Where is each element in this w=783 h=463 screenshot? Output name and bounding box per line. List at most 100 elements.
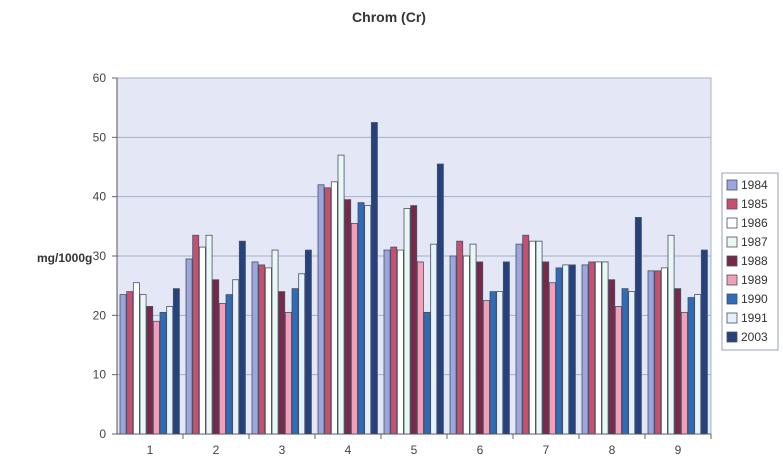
bar-1990-cat-7 (555, 267, 563, 435)
x-tick-label: 1 (147, 443, 154, 457)
legend-label-1985: 1985 (741, 197, 768, 211)
bar-1989-cat-2 (218, 303, 226, 435)
bar-1985-cat-3 (258, 264, 266, 435)
legend-swatch-2003 (726, 331, 738, 343)
bar-2003-cat-1 (172, 288, 180, 435)
y-tick-label: 60 (93, 71, 107, 85)
bar-1987-cat-8 (601, 261, 609, 435)
bar-2003-cat-9 (700, 249, 708, 435)
bar-1988-cat-5 (410, 205, 418, 435)
bar-1985-cat-1 (126, 291, 134, 435)
bar-1990-cat-4 (357, 202, 365, 435)
bar-1989-cat-9 (680, 311, 688, 435)
x-tick-label: 8 (609, 443, 616, 457)
bar-2003-cat-4 (370, 122, 378, 435)
x-tick-label: 2 (213, 443, 220, 457)
bar-1987-cat-9 (667, 234, 675, 435)
y-tick-label: 20 (93, 308, 107, 322)
bar-2003-cat-3 (304, 249, 312, 435)
bar-1989-cat-3 (284, 311, 292, 435)
bar-1990-cat-3 (291, 288, 299, 435)
bar-1985-cat-9 (654, 270, 662, 435)
bar-2003-cat-2 (238, 240, 246, 435)
legend-label-2003: 2003 (741, 330, 768, 344)
bar-1986-cat-8 (594, 261, 602, 435)
bar-1987-cat-6 (469, 243, 477, 435)
x-tick-label: 5 (411, 443, 418, 457)
y-tick-label: 0 (99, 427, 106, 441)
bar-1986-cat-5 (396, 249, 404, 435)
bar-1991-cat-1 (166, 306, 174, 435)
bar-1984-cat-6 (449, 255, 457, 435)
bar-1988-cat-8 (608, 279, 616, 435)
bar-1988-cat-6 (476, 261, 484, 435)
y-tick-label: 50 (93, 130, 107, 144)
bar-1984-cat-9 (647, 270, 655, 435)
bar-2003-cat-5 (436, 163, 444, 435)
bar-1991-cat-5 (430, 243, 438, 435)
bar-1986-cat-3 (264, 267, 272, 435)
bar-1991-cat-7 (562, 264, 570, 435)
x-tick-label: 4 (345, 443, 352, 457)
bar-1989-cat-6 (482, 300, 490, 435)
bar-1990-cat-8 (621, 288, 629, 435)
y-axis-label: mg/1000g (37, 251, 92, 265)
bar-1989-cat-1 (152, 320, 160, 435)
bar-1991-cat-3 (298, 273, 306, 435)
bar-1991-cat-9 (694, 294, 702, 435)
bar-1988-cat-7 (542, 261, 550, 435)
bar-1989-cat-7 (548, 282, 556, 435)
legend-swatch-1988 (726, 255, 738, 267)
bar-1987-cat-2 (205, 234, 213, 435)
x-tick-label: 7 (543, 443, 550, 457)
bar-1987-cat-5 (403, 208, 411, 435)
legend-swatch-1989 (726, 274, 738, 286)
bar-1984-cat-8 (581, 264, 589, 435)
bar-1986-cat-4 (330, 181, 338, 435)
bar-1986-cat-1 (132, 282, 140, 435)
y-tick-label: 10 (93, 368, 107, 382)
chart-title: Chrom (Cr) (352, 9, 426, 25)
bar-2003-cat-7 (568, 264, 576, 435)
legend-swatch-1986 (726, 217, 738, 229)
bar-1989-cat-5 (416, 261, 424, 435)
bar-1987-cat-1 (139, 294, 147, 435)
bar-1991-cat-6 (496, 291, 504, 435)
bar-1986-cat-9 (660, 267, 668, 435)
bar-1990-cat-2 (225, 294, 233, 435)
bar-1989-cat-4 (350, 222, 358, 435)
legend-swatch-1990 (726, 293, 738, 305)
bar-1986-cat-7 (528, 240, 536, 435)
bar-1988-cat-9 (674, 288, 682, 435)
bar-1988-cat-3 (278, 291, 286, 435)
bar-1989-cat-8 (614, 306, 622, 435)
x-tick-label: 6 (477, 443, 484, 457)
legend-label-1986: 1986 (741, 216, 768, 230)
bar-1990-cat-1 (159, 311, 167, 435)
bar-1987-cat-4 (337, 154, 345, 435)
bar-1991-cat-8 (628, 291, 636, 435)
bar-1985-cat-6 (456, 240, 464, 435)
bar-1984-cat-1 (119, 294, 127, 435)
bar-1988-cat-1 (146, 306, 154, 435)
bar-1990-cat-6 (489, 291, 497, 435)
bar-1985-cat-4 (324, 187, 332, 435)
bar-1991-cat-2 (232, 279, 240, 435)
bar-1988-cat-2 (212, 279, 220, 435)
legend-swatch-1991 (726, 312, 738, 324)
bar-1984-cat-5 (383, 249, 391, 435)
plot-area: 0 10 20 30 40 50 60 1 2 3 4 5 6 7 8 9 (93, 71, 712, 457)
bar-1984-cat-4 (317, 184, 325, 435)
bar-1984-cat-2 (185, 258, 193, 435)
y-tick-label: 40 (93, 190, 107, 204)
legend-label-1987: 1987 (741, 235, 768, 249)
bar-2003-cat-8 (634, 217, 642, 435)
legend-swatch-1985 (726, 198, 738, 210)
legend-label-1989: 1989 (741, 273, 768, 287)
legend-swatch-1987 (726, 236, 738, 248)
bar-1988-cat-4 (344, 199, 352, 435)
y-tick-label: 30 (93, 249, 107, 263)
x-tick-label: 9 (675, 443, 682, 457)
